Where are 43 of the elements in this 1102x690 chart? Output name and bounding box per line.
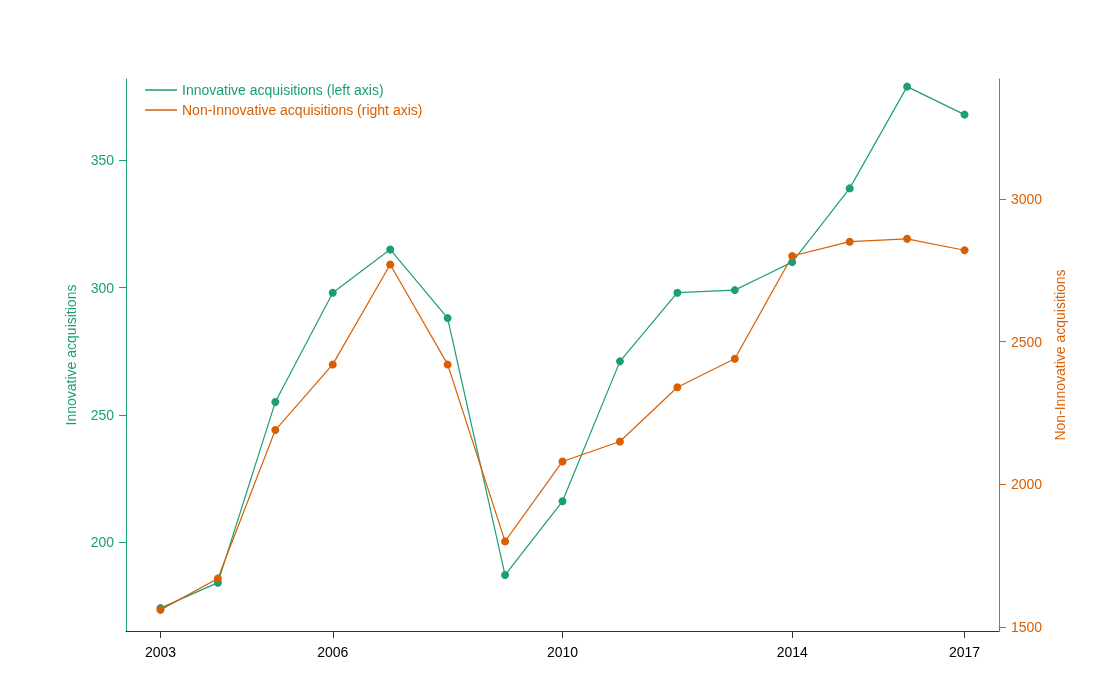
point [443,360,452,369]
point [386,260,395,269]
point [903,82,912,91]
point [673,383,682,392]
y-tick-label: 300 [90,279,115,296]
y2-tick-label: 2500 [1011,333,1043,350]
point [730,354,739,363]
point [213,574,222,583]
y-axis-title: Innovative acquisitions [63,284,79,426]
x-tick-label: 2003 [144,644,177,660]
point [443,314,452,323]
y2-tick-label: 2000 [1011,476,1043,493]
x-tick-label: 2010 [546,644,579,660]
point [558,497,567,506]
x-tick-label: 2014 [776,644,809,660]
point [673,288,682,297]
point [271,398,280,407]
legend-label: Innovative acquisitions (left axis) [182,82,384,98]
point [501,537,510,546]
point [730,286,739,295]
point [845,237,854,246]
point [386,245,395,254]
point [845,184,854,193]
legend-label: Non-Innovative acquisitions (right axis) [182,102,423,118]
point [788,251,797,260]
x-tick-label: 2017 [948,644,981,660]
point [558,457,567,466]
y-tick-label: 350 [90,152,115,169]
point [903,234,912,243]
y2-tick-label: 1500 [1011,619,1043,635]
point [328,360,337,369]
point [615,437,624,446]
point [328,288,337,297]
point [271,426,280,435]
y2-axis-title: Non-Innovative acquisitions [1052,269,1069,441]
y2-tick-label: 3000 [1011,190,1043,207]
x-tick-label: 2006 [317,644,349,660]
y-tick-label: 250 [90,406,115,423]
point [615,357,624,366]
y-tick-label: 200 [90,533,115,550]
point [960,246,969,255]
point [960,110,969,119]
point [501,571,510,580]
